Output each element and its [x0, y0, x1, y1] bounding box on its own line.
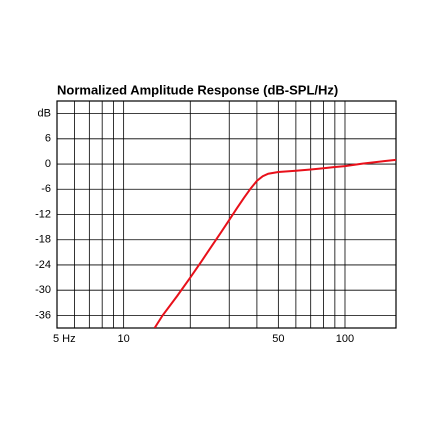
x-tick-label: 10	[118, 333, 130, 345]
response-line	[153, 158, 396, 328]
y-tick-label: -36	[35, 309, 51, 321]
x-tick-label: 5 Hz	[53, 333, 76, 345]
y-tick-label: -6	[41, 183, 51, 195]
y-tick-label: 0	[45, 158, 51, 170]
x-tick-label: 50	[272, 333, 284, 345]
y-tick-label: -30	[35, 284, 51, 296]
plot-frame	[56, 100, 397, 329]
y-tick-label: -18	[35, 234, 51, 246]
chart-title: Normalized Amplitude Response (dB-SPL/Hz…	[57, 82, 338, 97]
y-tick-label: -24	[35, 259, 51, 271]
y-tick-label: dB	[38, 108, 51, 120]
x-tick-label: 100	[336, 333, 354, 345]
y-tick-label: -12	[35, 208, 51, 220]
y-tick-label: 6	[45, 133, 51, 145]
